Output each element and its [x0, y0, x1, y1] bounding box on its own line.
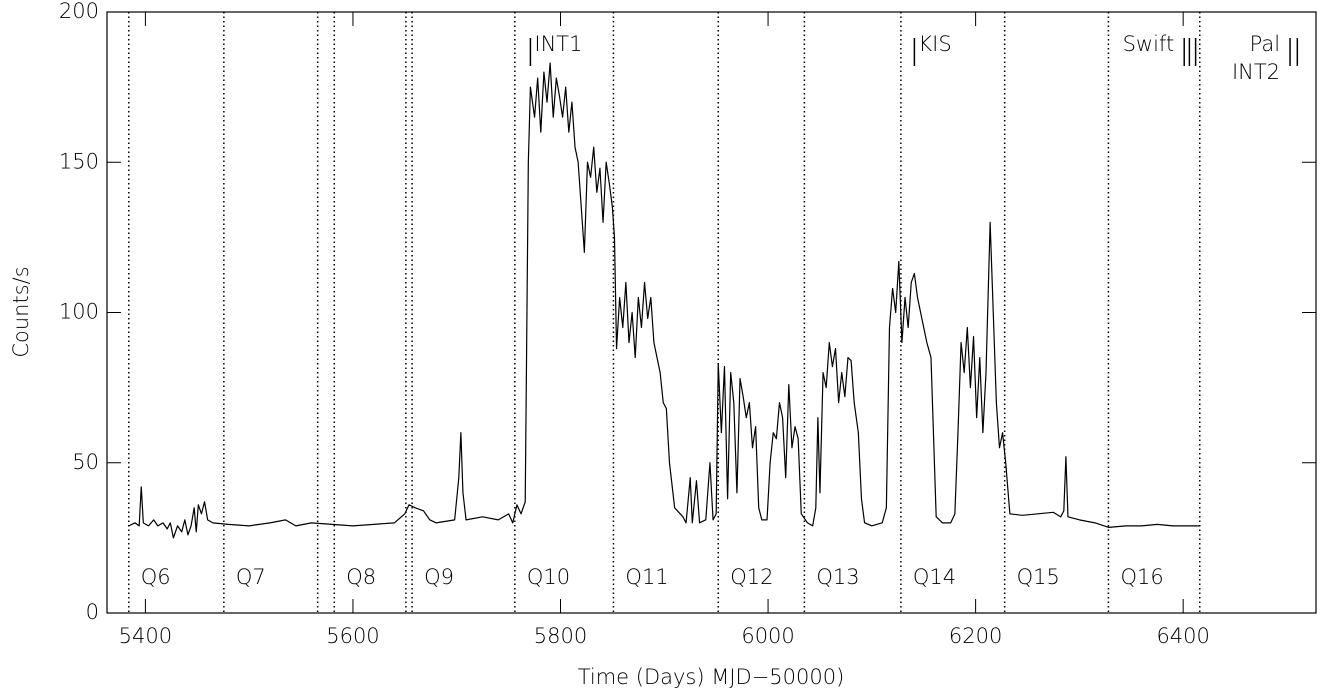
quarter-label: Q7 [236, 565, 266, 589]
plot-frame [106, 11, 1317, 614]
y-tick-label: 200 [59, 0, 99, 23]
light-curve [128, 62, 1200, 539]
y-tick-label: 150 [59, 149, 99, 173]
y-axis-label: Counts/s [9, 266, 33, 357]
x-tick-label: 6000 [741, 624, 794, 648]
observation-label: INT2 [1232, 60, 1280, 84]
observation-label: Pal [1250, 32, 1280, 56]
y-tick-label: 0 [86, 600, 99, 624]
y-tick-label: 100 [59, 300, 99, 324]
x-tick-label: 5600 [326, 624, 379, 648]
observation-label: KIS [918, 32, 951, 56]
x-axis-label: Time (Days) MJD−50000) [578, 665, 845, 689]
quarter-label: Q12 [730, 565, 773, 589]
x-tick-label: 6200 [949, 624, 1002, 648]
quarter-label: Q10 [527, 565, 570, 589]
quarter-label: Q6 [141, 565, 171, 589]
quarter-label: Q11 [625, 565, 668, 589]
y-tick-label: 50 [72, 450, 99, 474]
quarter-label: Q15 [1017, 565, 1060, 589]
x-tick-label: 5800 [534, 624, 587, 648]
observation-label: Swift [1123, 32, 1175, 56]
quarter-label: Q8 [346, 565, 376, 589]
x-tick-label: 5400 [119, 624, 172, 648]
quarter-label: Q9 [424, 565, 454, 589]
quarter-label: Q14 [913, 565, 956, 589]
quarter-label: Q16 [1120, 565, 1163, 589]
x-tick-label: 6400 [1156, 624, 1209, 648]
quarter-label: Q13 [816, 565, 859, 589]
observation-label: INT1 [534, 32, 582, 56]
